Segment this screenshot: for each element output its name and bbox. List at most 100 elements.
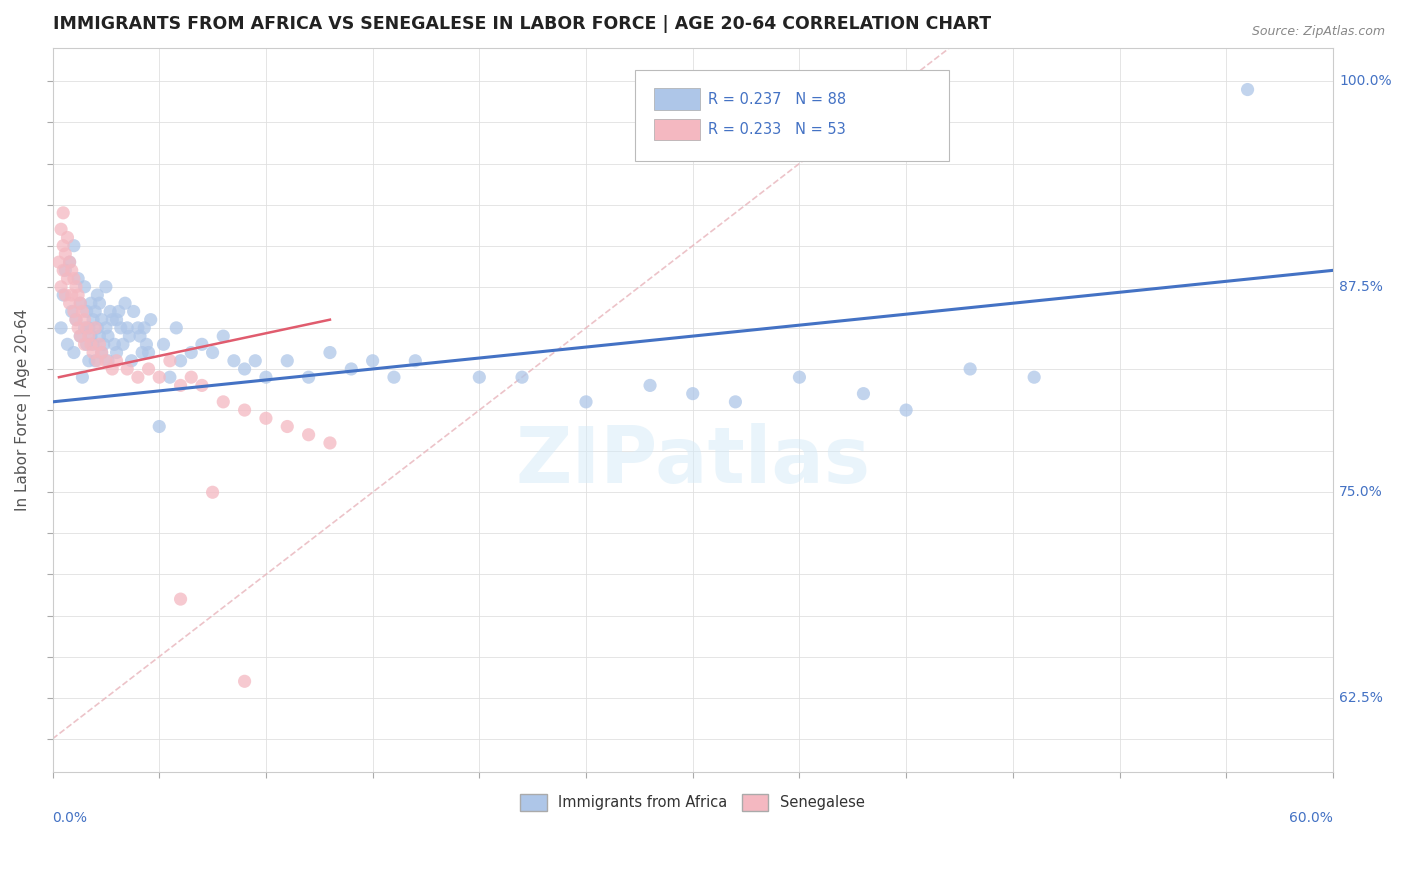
Point bbox=[73, 321, 96, 335]
Point bbox=[212, 329, 235, 343]
Point bbox=[404, 353, 426, 368]
Point bbox=[297, 370, 319, 384]
Point bbox=[69, 329, 91, 343]
Text: 0.0%: 0.0% bbox=[52, 812, 87, 825]
Point bbox=[67, 321, 90, 335]
Point bbox=[53, 288, 76, 302]
Point bbox=[97, 353, 120, 368]
Point bbox=[69, 296, 91, 310]
Point bbox=[319, 345, 342, 359]
Point bbox=[53, 247, 76, 261]
Point bbox=[361, 353, 384, 368]
Point bbox=[52, 206, 75, 220]
Point bbox=[122, 304, 145, 318]
Point bbox=[138, 362, 160, 376]
Point bbox=[105, 353, 128, 368]
Text: 75.0%: 75.0% bbox=[1340, 485, 1384, 500]
Point bbox=[191, 337, 214, 351]
Point bbox=[510, 370, 533, 384]
Point bbox=[894, 403, 917, 417]
Point bbox=[52, 263, 75, 277]
Point bbox=[53, 263, 76, 277]
Point bbox=[276, 419, 298, 434]
Point bbox=[90, 312, 112, 326]
Point bbox=[789, 370, 811, 384]
Point bbox=[340, 362, 363, 376]
Point bbox=[65, 312, 87, 326]
Point bbox=[638, 378, 661, 392]
Point bbox=[254, 370, 277, 384]
Point bbox=[129, 329, 152, 343]
Point bbox=[1024, 370, 1046, 384]
Point bbox=[76, 337, 98, 351]
Text: ZIPatlas: ZIPatlas bbox=[515, 423, 870, 499]
Point bbox=[82, 312, 104, 326]
Point bbox=[468, 370, 491, 384]
Point bbox=[90, 345, 112, 359]
Text: 87.5%: 87.5% bbox=[1340, 280, 1384, 293]
Point bbox=[63, 271, 86, 285]
Point bbox=[959, 362, 981, 376]
Text: 60.0%: 60.0% bbox=[1289, 812, 1333, 825]
Point bbox=[169, 592, 191, 607]
Point bbox=[76, 321, 98, 335]
Point bbox=[59, 255, 82, 269]
Legend: Immigrants from Africa, Senegalese: Immigrants from Africa, Senegalese bbox=[513, 786, 872, 819]
Point bbox=[82, 345, 104, 359]
Point bbox=[233, 362, 256, 376]
Point bbox=[575, 395, 598, 409]
Point bbox=[63, 304, 86, 318]
Point bbox=[80, 337, 103, 351]
Text: Source: ZipAtlas.com: Source: ZipAtlas.com bbox=[1251, 25, 1385, 38]
Point bbox=[152, 337, 174, 351]
Point bbox=[101, 362, 124, 376]
Point bbox=[89, 337, 111, 351]
Point bbox=[222, 353, 245, 368]
Point bbox=[114, 296, 136, 310]
Point bbox=[80, 296, 103, 310]
Point bbox=[103, 337, 125, 351]
Point bbox=[121, 353, 143, 368]
Point bbox=[69, 296, 91, 310]
Point bbox=[105, 312, 128, 326]
Point bbox=[56, 337, 79, 351]
Point bbox=[89, 329, 111, 343]
Point bbox=[77, 353, 100, 368]
Point bbox=[131, 345, 153, 359]
Point bbox=[105, 345, 128, 359]
Point bbox=[67, 271, 90, 285]
Point bbox=[159, 370, 181, 384]
Text: 100.0%: 100.0% bbox=[1340, 74, 1392, 88]
Point bbox=[72, 304, 94, 318]
Point bbox=[233, 403, 256, 417]
Point bbox=[134, 321, 156, 335]
Point bbox=[382, 370, 405, 384]
Point bbox=[852, 386, 875, 401]
Point bbox=[233, 674, 256, 689]
Point bbox=[97, 329, 120, 343]
Point bbox=[159, 353, 181, 368]
Point bbox=[169, 378, 191, 392]
Point bbox=[59, 255, 82, 269]
Point bbox=[165, 321, 187, 335]
Point bbox=[86, 288, 108, 302]
Point bbox=[319, 436, 342, 450]
Point bbox=[127, 321, 149, 335]
Text: 62.5%: 62.5% bbox=[1340, 690, 1384, 705]
Point bbox=[76, 304, 98, 318]
Point bbox=[86, 353, 108, 368]
Point bbox=[110, 321, 132, 335]
Point bbox=[101, 312, 124, 326]
Point bbox=[169, 353, 191, 368]
Point bbox=[52, 238, 75, 252]
Point bbox=[49, 222, 72, 236]
Point bbox=[60, 263, 83, 277]
Text: R = 0.237   N = 88: R = 0.237 N = 88 bbox=[709, 92, 846, 106]
Point bbox=[1236, 82, 1258, 96]
Point bbox=[138, 345, 160, 359]
FancyBboxPatch shape bbox=[636, 70, 949, 161]
Point bbox=[148, 370, 170, 384]
Point bbox=[180, 370, 202, 384]
Point bbox=[49, 280, 72, 294]
Point bbox=[201, 485, 224, 500]
